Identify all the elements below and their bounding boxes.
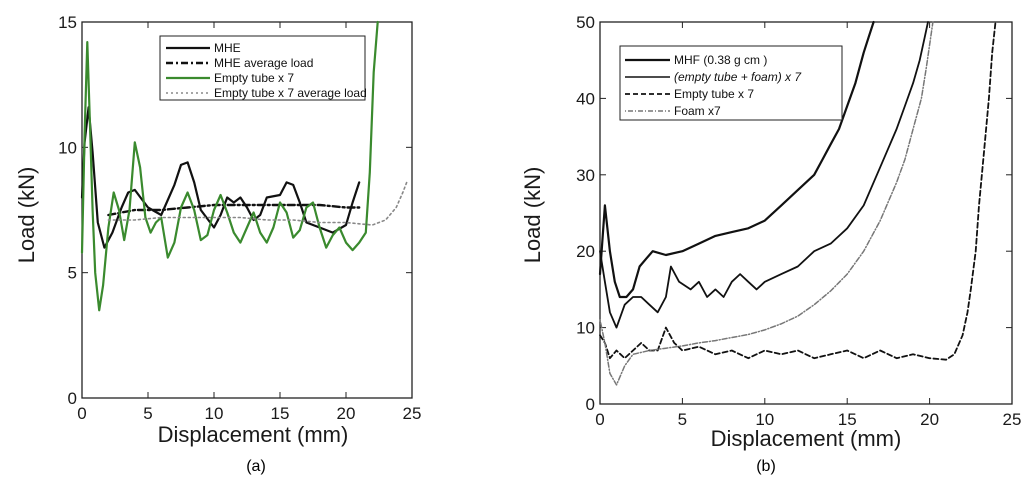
x-axis-title-b: Displacement (mm) (711, 426, 902, 451)
legend-a: MHE MHE average load Empty tube x 7 Empt… (159, 35, 367, 101)
legend-box-b (619, 45, 843, 121)
ticks-b: 0 5 10 15 20 25 0 10 20 30 40 50 (576, 13, 1021, 429)
legend-label-b-3: Foam x7 (674, 104, 721, 118)
x-tick-label-b-2: 10 (755, 410, 774, 429)
y-tick-label-b-4: 40 (576, 89, 595, 108)
x-tick-label-b-1: 5 (678, 410, 687, 429)
x-tick-label-a-0: 0 (77, 404, 86, 423)
series-line-b-2 (599, 21, 997, 361)
legend-label-a-1: MHE average load (214, 56, 313, 70)
series-b (598, 20, 997, 386)
caption-a: (a) (246, 458, 266, 475)
y-tick-label-b-0: 0 (586, 395, 595, 414)
legend-label-a-2: Empty tube x 7 (214, 71, 294, 85)
y-tick-label-b-1: 10 (576, 319, 595, 338)
legend-label-b-1: (empty tube + foam) x 7 (674, 70, 802, 84)
plot-area-b (599, 21, 1013, 405)
x-axis-title-a: Displacement (mm) (158, 422, 349, 447)
series-line-b-3 (599, 21, 934, 386)
x-tick-label-b-5: 25 (1003, 410, 1022, 429)
series-a (80, 20, 408, 312)
series-line-b-1 (599, 21, 929, 329)
legend-label-a-0: MHE (214, 41, 241, 55)
y-axis-title-b: Load (kN) (520, 167, 545, 264)
series-line-a-1 (107, 203, 361, 217)
y-tick-label-a-2: 10 (58, 138, 77, 157)
legend-box-a (159, 35, 366, 101)
ticks-a: 0 5 10 15 20 25 0 5 10 15 (58, 13, 421, 423)
series-line-a-0 (80, 106, 361, 249)
legend-label-b-0: MHF (0.38 g cm ) (674, 53, 767, 67)
legend-b: MHF (0.38 g cm ) (empty tube + foam) x 7… (619, 45, 843, 121)
x-tick-label-a-2: 10 (205, 404, 224, 423)
x-tick-label-a-4: 20 (337, 404, 356, 423)
y-tick-label-a-3: 15 (58, 13, 77, 32)
series-line-a-2 (80, 20, 379, 312)
y-axis-title-a: Load (kN) (14, 167, 39, 264)
series-line-a-3 (107, 181, 408, 226)
x-tick-label-b-3: 15 (838, 410, 857, 429)
legend-label-b-2: Empty tube x 7 (674, 87, 754, 101)
x-tick-label-a-3: 15 (271, 404, 290, 423)
chart-panel-a: 0 5 10 15 20 25 0 5 10 15 MHE MHE average load Em… (14, 13, 421, 475)
legend-label-a-3: Empty tube x 7 average load (214, 86, 367, 100)
chart-panel-b: 0 5 10 15 20 25 0 10 20 30 40 50 MHF (0.38 g cm ) (… (520, 13, 1021, 475)
y-tick-label-a-1: 5 (68, 264, 77, 283)
y-tick-label-b-3: 30 (576, 166, 595, 185)
caption-b: (b) (756, 458, 776, 475)
y-tick-label-a-0: 0 (68, 389, 77, 408)
x-tick-label-a-1: 5 (143, 404, 152, 423)
x-tick-label-a-5: 25 (403, 404, 422, 423)
x-tick-label-b-4: 20 (920, 410, 939, 429)
y-tick-label-b-5: 50 (576, 13, 595, 32)
y-tick-label-b-2: 20 (576, 242, 595, 261)
series-line-b-0 (598, 20, 875, 299)
x-tick-label-b-0: 0 (595, 410, 604, 429)
